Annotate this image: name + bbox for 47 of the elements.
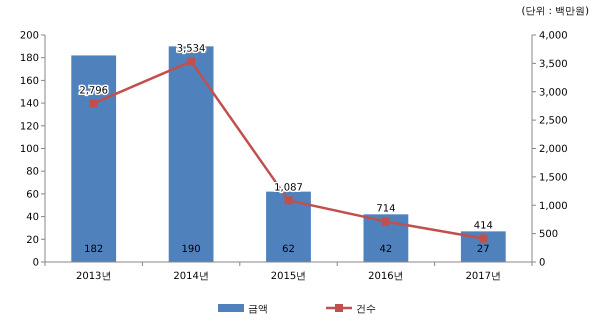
point: [90, 99, 98, 108]
x-tick-label: 2013년: [76, 271, 112, 282]
data-label: 190: [182, 244, 201, 255]
y2-tick-label: 3,000: [539, 87, 568, 98]
point: [284, 196, 292, 204]
y-tick-label: 0: [32, 258, 39, 268]
y-tick-label: 180: [20, 53, 39, 64]
x-tick-label: 2014년: [173, 271, 209, 282]
data-label: 42: [380, 244, 392, 255]
y2-tick-label: 2,500: [539, 116, 568, 127]
bar: [71, 55, 116, 262]
y-tick-label: 140: [20, 98, 39, 110]
x-tick-label: 2017년: [466, 271, 502, 282]
y2-tick-label: 4,000: [539, 30, 568, 42]
y2-tick-label: 0: [539, 258, 546, 268]
data-label: 414: [474, 220, 493, 232]
bar: [364, 214, 408, 262]
data-label: 2,796: [79, 85, 108, 96]
data-label: 62: [282, 244, 295, 255]
y-tick-label: 80: [26, 166, 39, 178]
y-tick-label: 160: [20, 76, 39, 87]
point: [382, 217, 390, 226]
bar: [266, 192, 311, 262]
data-label: 714: [376, 203, 396, 214]
y-tick-label: 20: [26, 234, 39, 246]
bar: [460, 231, 506, 262]
y-tick-label: 120: [20, 121, 39, 132]
point: [479, 234, 488, 243]
y2-tick-label: 2,000: [539, 144, 568, 155]
x-tick-label: 2016년: [368, 271, 404, 282]
point: [187, 57, 196, 66]
y-tick-label: 60: [26, 189, 39, 200]
data-label: 27: [476, 244, 490, 255]
legend-label: 건수: [356, 304, 376, 315]
data-label: 182: [84, 244, 104, 255]
y2-tick-label: 500: [539, 229, 558, 240]
y2-tick-label: 1,500: [539, 172, 568, 184]
y-tick-label: 200: [20, 30, 39, 42]
bar: [168, 46, 214, 262]
y2-tick-label: 3,500: [539, 58, 568, 70]
text: (단위 : 백만원): [521, 6, 590, 17]
legend-label: 금액: [248, 304, 268, 315]
y-tick-label: 100: [20, 144, 39, 155]
y-tick-label: 40: [26, 212, 39, 224]
data-label: 3,534: [176, 43, 206, 54]
y2-tick-label: 1,000: [539, 200, 568, 212]
x-tick-label: 2015년: [270, 271, 306, 282]
